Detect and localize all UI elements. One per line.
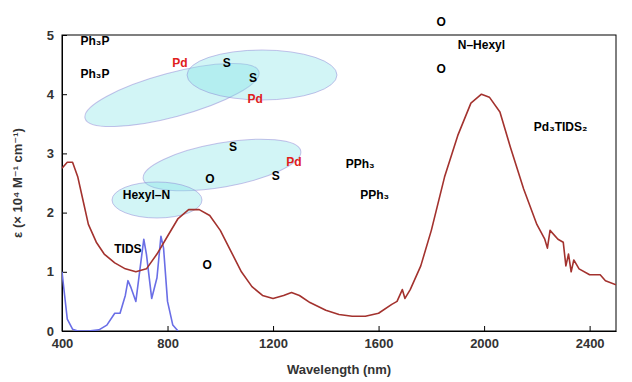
- annotation: Pd: [247, 92, 262, 106]
- annotation: Pd₃TIDS₂: [534, 120, 588, 134]
- annotation: O: [205, 172, 214, 186]
- x-tick: 2000: [470, 326, 499, 351]
- y-tick-mark: [62, 213, 67, 214]
- x-tick: 800: [157, 326, 179, 351]
- y-tick-label: 3: [47, 146, 54, 161]
- annotation: O: [436, 15, 445, 29]
- series-line: [62, 236, 178, 331]
- x-tick-label: 2400: [576, 336, 605, 351]
- y-tick-mark: [62, 35, 67, 36]
- x-axis-line: [63, 331, 617, 332]
- y-tick-mark: [62, 94, 67, 95]
- y-tick-label: 5: [47, 28, 54, 43]
- annotation: Pd: [172, 56, 187, 70]
- x-tick: 2400: [576, 326, 605, 351]
- y-tick: 0: [47, 324, 67, 339]
- annotation: Ph₃P: [81, 67, 110, 81]
- annotation: Ph₃P: [81, 34, 110, 48]
- y-tick-mark: [62, 153, 67, 154]
- annotation: Hexyl–N: [123, 188, 170, 202]
- chart-svg: 400 800 1200 1600 2000 2400 0 1 2 3 4 5 TIDS Pd₃TIDS₂…: [0, 0, 632, 382]
- annotation: O: [436, 62, 445, 76]
- y-tick-mark: [62, 331, 67, 332]
- y-tick: 1: [47, 264, 67, 279]
- x-tick-label: 1200: [259, 336, 288, 351]
- y-tick-label: 4: [47, 87, 55, 102]
- y-tick-label: 0: [47, 324, 54, 339]
- chart-container: 400 800 1200 1600 2000 2400 0 1 2 3 4 5 TIDS Pd₃TIDS₂…: [0, 0, 632, 382]
- x-axis: 400 800 1200 1600 2000 2400: [52, 326, 617, 351]
- y-tick: 2: [47, 205, 67, 220]
- annotation: S: [272, 169, 280, 183]
- annotation: PPh₃: [360, 188, 389, 202]
- annotation: S: [223, 56, 231, 70]
- x-tick-mark: [379, 326, 380, 331]
- x-axis-title: Wavelength (nm): [287, 362, 391, 377]
- annotation: O: [202, 258, 211, 272]
- y-tick-label: 1: [47, 264, 54, 279]
- x-tick-label: 1600: [365, 336, 394, 351]
- annotations: TIDS Pd₃TIDS₂ Ph₃P Ph₃P Pd Pd Pd S S S S O O N–Hexyl H…: [81, 15, 588, 272]
- annotation: N–Hexyl: [458, 38, 505, 52]
- plot-frame: [62, 35, 616, 331]
- annotation: TIDS: [114, 242, 141, 256]
- x-tick-mark: [273, 326, 274, 331]
- annotation: PPh₃: [346, 157, 375, 171]
- x-tick-mark: [168, 326, 169, 331]
- annotation: Pd: [286, 155, 301, 169]
- x-tick-mark: [484, 326, 485, 331]
- orbital-lobe: [112, 182, 202, 218]
- series-group: [62, 94, 616, 331]
- x-tick-mark: [590, 326, 591, 331]
- series-line: [62, 94, 616, 316]
- annotation: S: [229, 140, 237, 154]
- y-tick: 5: [47, 28, 67, 43]
- y-tick: 4: [47, 87, 67, 102]
- x-tick: 1200: [259, 326, 288, 351]
- structure-backdrop: [79, 50, 337, 218]
- y-tick-label: 2: [47, 205, 54, 220]
- y-axis-line: [62, 36, 63, 332]
- y-axis-title: ε (× 10⁴ M⁻¹ cm⁻¹): [10, 128, 25, 238]
- x-tick-label: 800: [157, 336, 179, 351]
- plot: 400 800 1200 1600 2000 2400 0 1 2 3 4 5 TIDS Pd₃TIDS₂…: [47, 15, 617, 351]
- x-tick: 1600: [365, 326, 394, 351]
- y-tick: 3: [47, 146, 67, 161]
- annotation: S: [249, 71, 257, 85]
- x-tick-label: 400: [52, 336, 74, 351]
- x-tick-label: 2000: [470, 336, 499, 351]
